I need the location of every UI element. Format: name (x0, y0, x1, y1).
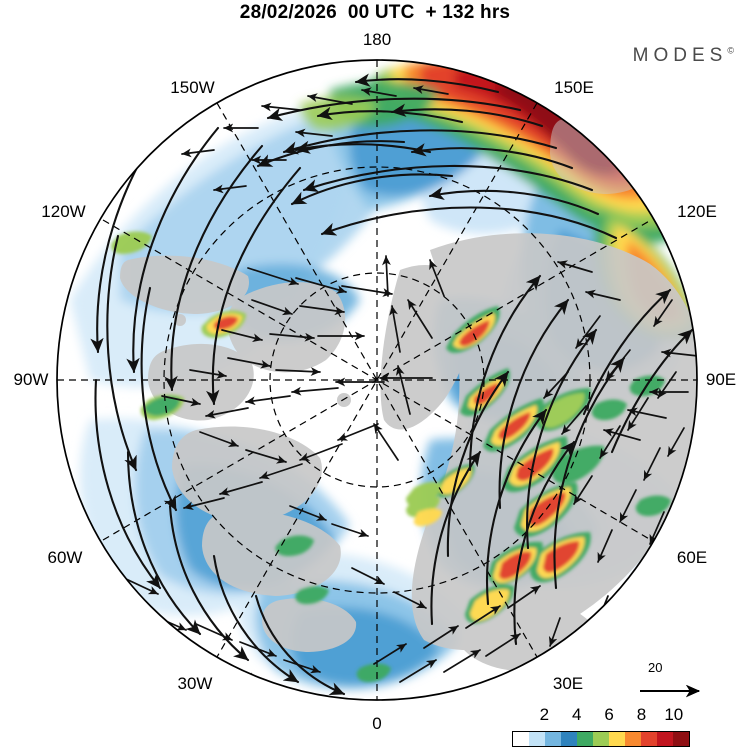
lon-label-180: 180 (362, 30, 392, 49)
brand-text: MODES (632, 45, 728, 66)
meridian-150E-30W (216, 102, 538, 658)
colorbar-band-10 (673, 732, 689, 746)
colorbar-tick-6: 6 (604, 705, 614, 724)
lon-label-120E: 120E (677, 202, 717, 221)
colorbar-band-5 (593, 732, 609, 746)
colorbar-band-2 (545, 732, 561, 746)
colorbar-band-9 (657, 732, 673, 746)
vector-scale-value: 20 (648, 660, 663, 675)
brand-logo: MODES© (633, 45, 734, 67)
copyright-icon: © (727, 45, 734, 56)
colorbar-tick-8: 8 (636, 705, 647, 724)
colorbar-tick-2: 2 (539, 705, 550, 724)
lon-label-150W: 150W (170, 78, 215, 97)
map-contents (57, 60, 697, 700)
globe-outline (56, 59, 698, 701)
meridian-120E-60W (102, 219, 652, 541)
meridian-150W-30E (216, 102, 538, 658)
vector-scale-arrow (640, 684, 700, 698)
colorbar-band-8 (641, 732, 657, 746)
lon-label-120W: 120W (41, 202, 86, 221)
page-title: 28/02/2026 00 UTC + 132 hrs (239, 2, 511, 23)
colorbar-tick-10: 10 (664, 705, 684, 724)
lon-label-90E: 90E (705, 370, 737, 389)
lon-label-150E: 150E (554, 78, 594, 97)
colorbar-band-0 (513, 732, 529, 746)
colorbar-bands (512, 731, 690, 747)
colorbar-band-6 (609, 732, 625, 746)
wind-vectors (90, 73, 697, 696)
lon-label-60W: 60W (47, 548, 83, 567)
colorbar-tick-4: 4 (571, 705, 582, 724)
lon-label-60E: 60E (676, 548, 708, 567)
colorbar-band-3 (561, 732, 577, 746)
lon-label-30W: 30W (177, 674, 213, 693)
colorbar-band-4 (577, 732, 593, 746)
colorbar-band-1 (529, 732, 545, 746)
lon-label-30E: 30E (552, 674, 584, 693)
colorbar-band-7 (625, 732, 641, 746)
lon-label-0: 0 (372, 714, 382, 733)
lon-label-90W: 90W (13, 370, 49, 389)
